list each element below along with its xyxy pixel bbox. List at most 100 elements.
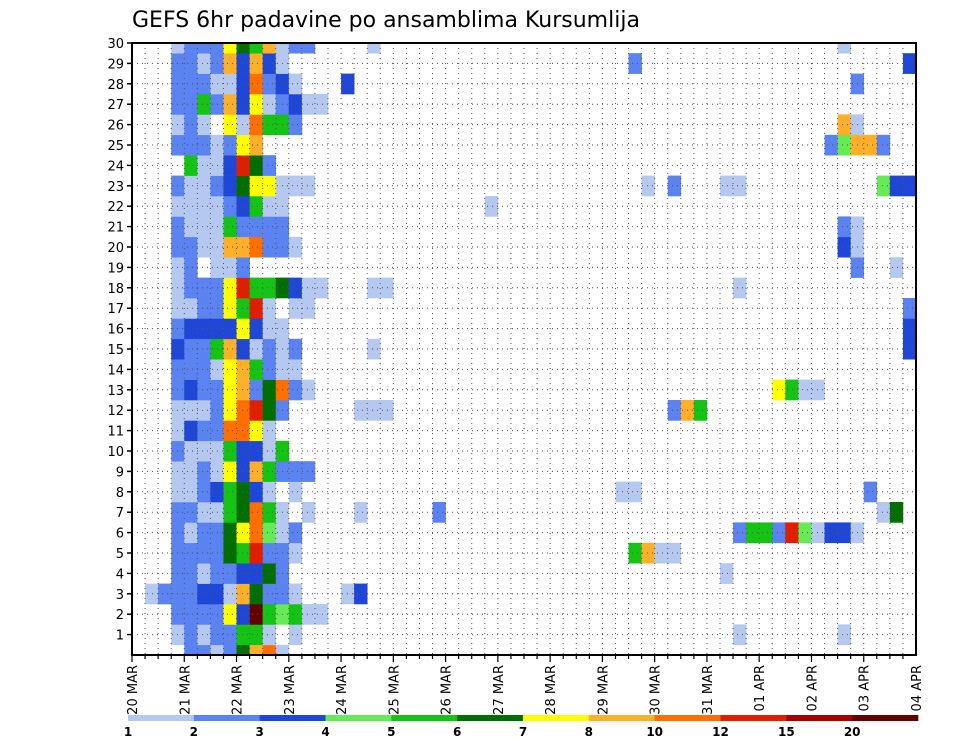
heatmap-cell <box>798 522 812 544</box>
heatmap-cell <box>837 43 851 54</box>
heatmap-cell <box>288 604 303 625</box>
heatmap-cell <box>184 461 198 482</box>
y-tick-label: 6 <box>116 527 124 542</box>
heatmap-cell <box>262 73 277 95</box>
legend-label: 6 <box>453 725 461 739</box>
heatmap-cell <box>288 338 303 360</box>
heatmap-cell <box>314 277 329 299</box>
heatmap-cell <box>223 522 237 544</box>
y-tick-label: 24 <box>107 159 124 174</box>
heatmap-cell <box>733 277 747 299</box>
y-tick-label: 26 <box>107 119 124 134</box>
heatmap-cell <box>223 257 237 278</box>
heatmap-cell <box>301 175 316 197</box>
x-tick-label: 01 APR <box>753 665 768 711</box>
legend-label: 20 <box>844 725 861 739</box>
heatmap-cell <box>223 400 237 421</box>
heatmap-cell <box>197 400 211 421</box>
y-tick-label: 22 <box>107 200 124 215</box>
heatmap-cell <box>197 277 211 299</box>
heatmap-cell <box>223 420 237 442</box>
heatmap-cell <box>197 624 211 646</box>
heatmap-cell <box>184 400 198 421</box>
heatmap-cell <box>184 298 198 319</box>
heatmap-cell <box>876 175 891 197</box>
heatmap-cell <box>184 563 198 584</box>
heatmap-cell <box>223 624 237 646</box>
y-tick-label: 1 <box>116 629 124 644</box>
heatmap-cells <box>145 43 917 656</box>
heatmap-cell <box>249 583 263 605</box>
heatmap-cell <box>197 338 211 360</box>
heatmap-cell <box>223 359 237 380</box>
heatmap-cell <box>184 379 198 401</box>
y-tick-label: 9 <box>116 465 124 480</box>
color-legend: 1 2 3 4 5 6 7 8 10 12 15 20 <box>124 715 919 739</box>
heatmap-cell <box>236 134 250 156</box>
heatmap-cell <box>262 542 277 564</box>
heatmap-cell <box>301 43 316 54</box>
heatmap-cell <box>249 522 263 544</box>
heatmap-cell <box>902 318 917 340</box>
heatmap-cell <box>889 257 904 278</box>
heatmap-cell <box>236 338 250 360</box>
heatmap-cell <box>693 400 708 421</box>
heatmap-cell <box>223 73 237 95</box>
heatmap-cell <box>223 94 237 115</box>
heatmap-cell <box>223 604 237 625</box>
heatmap-cell <box>837 624 851 646</box>
y-tick-label: 29 <box>107 57 124 72</box>
heatmap-cell <box>301 94 316 115</box>
heatmap-cell <box>367 338 381 360</box>
heatmap-cell <box>184 257 198 278</box>
y-tick-label: 16 <box>107 323 124 338</box>
heatmap-cell <box>249 379 263 401</box>
heatmap-cell <box>824 134 838 156</box>
heatmap-cell <box>837 522 851 544</box>
heatmap-cell <box>249 196 263 217</box>
heatmap-cell <box>288 73 303 95</box>
x-tick-label: 03 APR <box>858 665 873 711</box>
y-tick-label: 20 <box>107 241 124 256</box>
heatmap-cell <box>262 196 277 217</box>
y-tick-label: 12 <box>107 404 124 419</box>
heatmap-cell <box>902 298 917 319</box>
heatmap-cell <box>184 604 198 625</box>
heatmap-cell <box>236 73 250 95</box>
heatmap-cell <box>210 644 224 656</box>
y-tick-label: 11 <box>107 425 124 440</box>
heatmap-cell <box>236 175 250 197</box>
x-tick-label: 29 MAR <box>596 665 611 715</box>
heatmap-cell <box>667 400 682 421</box>
x-tick-label: 02 APR <box>805 665 820 711</box>
heatmap-cell <box>223 175 237 197</box>
heatmap-cell <box>171 43 185 54</box>
y-tick-label: 17 <box>107 302 124 317</box>
heatmap-cell <box>184 440 198 462</box>
y-tick-label: 13 <box>107 384 124 399</box>
heatmap-cell <box>249 481 263 503</box>
heatmap-cell <box>223 583 237 605</box>
y-axis: 1234567891011121314151617181920212223242… <box>107 37 132 644</box>
heatmap-cell <box>824 522 838 544</box>
heatmap-cell <box>184 175 198 197</box>
heatmap-cell <box>184 196 198 217</box>
heatmap-cell <box>262 379 277 401</box>
heatmap-cell <box>249 94 263 115</box>
heatmap-cell <box>223 461 237 482</box>
heatmap-cell <box>863 481 878 503</box>
heatmap-cell <box>249 175 263 197</box>
heatmap-cell <box>249 400 263 421</box>
heatmap-cell <box>236 236 250 258</box>
heatmap-cell <box>236 481 250 503</box>
heatmap-cell <box>236 318 250 340</box>
heatmap-cell <box>236 114 250 136</box>
heatmap-cell <box>249 542 263 564</box>
y-tick-label: 23 <box>107 180 124 195</box>
heatmap-cell <box>184 216 198 238</box>
heatmap-cell <box>236 298 250 319</box>
y-tick-label: 18 <box>107 282 124 297</box>
heatmap-cell <box>288 522 303 544</box>
x-tick-label: 27 MAR <box>492 665 507 715</box>
legend-swatch <box>852 715 919 721</box>
